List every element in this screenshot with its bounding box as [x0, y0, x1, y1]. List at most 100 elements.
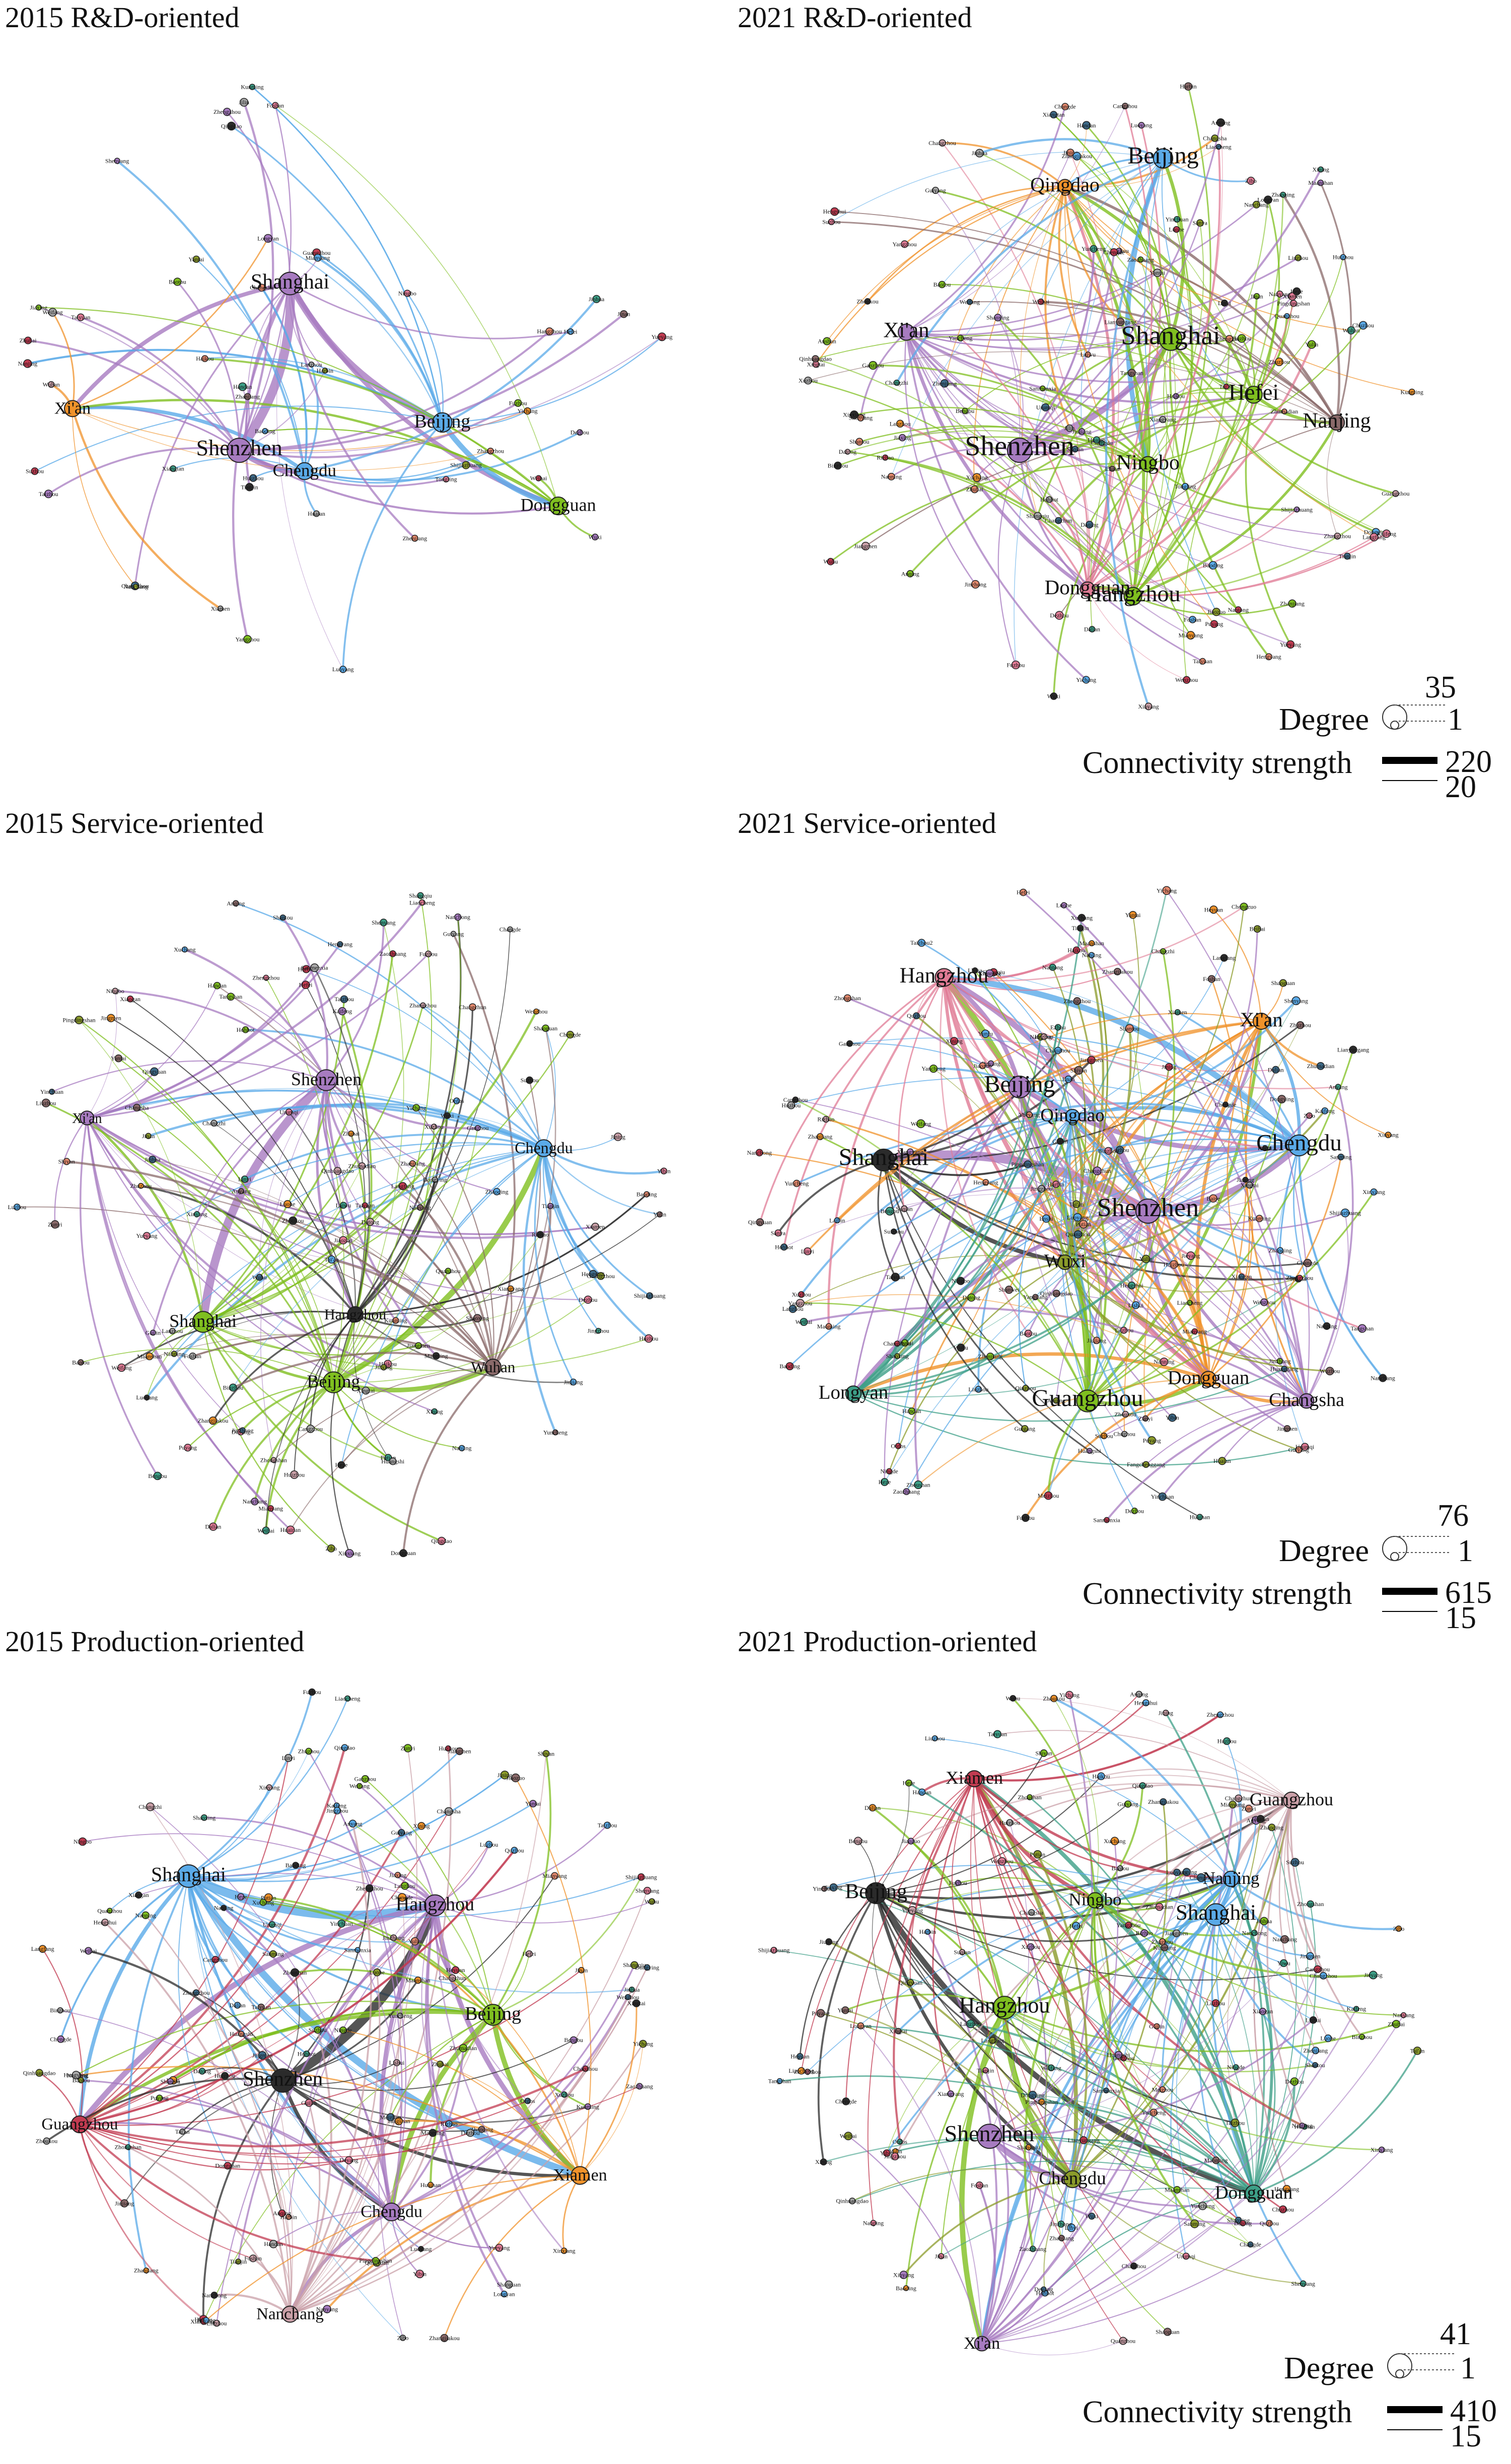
- node-circle: [929, 1064, 938, 1073]
- node-circle: [774, 1229, 782, 1237]
- city-node: Yantai: [525, 1800, 541, 1808]
- node-circle: [1122, 102, 1129, 110]
- city-label: Qingdao: [1132, 1782, 1153, 1789]
- city-label: Maoming: [424, 1353, 448, 1360]
- city-node: Zhanjiang: [400, 1160, 425, 1167]
- node-circle: [1088, 952, 1095, 958]
- node-circle: [658, 332, 667, 341]
- node-circle: [1272, 1066, 1280, 1074]
- city-label: Fuzhou: [1017, 1514, 1035, 1521]
- node-circle: [1323, 1322, 1331, 1330]
- connection-edge: [932, 1778, 975, 2095]
- city-node: Nanjing: [214, 1905, 234, 1912]
- hub-circle: [1008, 1075, 1031, 1099]
- city-node: Luoyang: [1166, 1868, 1188, 1876]
- connection-edge: [422, 1005, 545, 1149]
- city-node: Jiangmen: [407, 1342, 430, 1349]
- city-node: Shantou: [161, 2078, 180, 2085]
- connection-edge: [867, 185, 1066, 302]
- city-node: Jiaozuo: [902, 1838, 920, 1845]
- node-circle: [417, 1822, 425, 1830]
- connection-edge: [492, 1752, 552, 2016]
- city-label: Longyan: [1257, 196, 1279, 203]
- city-label: Ningde: [1227, 2064, 1245, 2071]
- connection-edge: [80, 1348, 334, 1383]
- connection-edge: [836, 1020, 1263, 1222]
- city-label: Yuncheng: [1191, 2203, 1215, 2210]
- city-node: Jingzhou: [326, 1807, 348, 1814]
- nodes: ZhengzhouXuzhouNanjingTianjinSuzhouWuxiC…: [23, 1688, 659, 2342]
- connection-edge: [282, 1875, 555, 2081]
- hub-circle: [1065, 1108, 1080, 1124]
- city-node: Linyi: [282, 1754, 295, 1762]
- city-label: Luzhou: [1111, 1147, 1129, 1154]
- city-label: Sanmenxia: [1093, 1517, 1120, 1524]
- connection-edge: [980, 1877, 1233, 2345]
- degree-max-value: 35: [1425, 670, 1456, 705]
- node-circle: [153, 1471, 162, 1481]
- node-circle: [150, 1329, 156, 1336]
- city-node: Weihai: [796, 1318, 813, 1326]
- city-node: Jinzhong: [965, 580, 986, 589]
- city-node: Hefei: [299, 980, 313, 990]
- connection-edge: [1144, 1378, 1209, 1420]
- city-node: Jiaozuo: [507, 1773, 525, 1783]
- city-label: Nanyang: [409, 1204, 431, 1211]
- connection-edge: [973, 1777, 1306, 2128]
- city-node: Changzhi: [1190, 1873, 1213, 1882]
- city-label: Shenyang: [635, 1887, 659, 1894]
- node-circle: [1321, 1107, 1329, 1114]
- city-node: Cangzhou: [1113, 103, 1137, 110]
- connection-edge: [1056, 1293, 1307, 1401]
- city-node: Langfang: [31, 1945, 54, 1953]
- node-circle: [1159, 416, 1167, 424]
- node-circle: [931, 1735, 938, 1742]
- node-circle: [390, 1934, 397, 1941]
- connection-edge: [997, 450, 1021, 666]
- city-node: Binzhou: [1352, 2033, 1373, 2040]
- connection-edge: [188, 1875, 416, 1943]
- city-label: Beihai: [1250, 926, 1266, 933]
- city-node: Dezhou: [570, 429, 589, 436]
- connection-edge: [1146, 1210, 1308, 1402]
- connection-edge: [86, 1117, 367, 1391]
- node-circle: [1038, 1185, 1046, 1193]
- city-node: Shaoguan: [1156, 2328, 1179, 2336]
- city-node: Zhoukou: [1115, 1411, 1136, 1418]
- city-label: Pingdingshan: [359, 2257, 392, 2264]
- city-label: Lanzhou: [301, 361, 322, 368]
- node-circle: [589, 1270, 598, 1279]
- node-circle: [957, 334, 964, 342]
- city-label: Foshan: [184, 1353, 201, 1360]
- node-circle: [389, 950, 396, 957]
- city-label: Xinxiang: [553, 2247, 575, 2255]
- connection-edge: [817, 1892, 877, 2163]
- node-circle: [1288, 599, 1297, 608]
- city-label: Dongying: [635, 1964, 659, 1971]
- city-node: Quanzhou: [97, 1907, 122, 1914]
- city-label: Chengde: [1215, 1101, 1237, 1108]
- connection-edge: [325, 1080, 371, 1223]
- city-label: Changsha: [1020, 1909, 1044, 1916]
- node-circle: [1189, 615, 1196, 623]
- city-node: Nanyang: [1393, 2012, 1414, 2019]
- hub-node: Dongguan: [521, 495, 596, 516]
- connection-edge: [1071, 1801, 1168, 2180]
- city-label: Wenzhou: [991, 1858, 1014, 1865]
- city-node: Lanzhou: [162, 1327, 183, 1334]
- node-circle: [419, 899, 425, 906]
- city-node: Luoyang: [1131, 122, 1153, 129]
- city-node: Chaozhou: [573, 2065, 598, 2072]
- connection-edge: [1215, 1914, 1314, 2021]
- city-label: Handan: [1077, 122, 1096, 129]
- city-node: Jinan: [1062, 1075, 1075, 1083]
- city-label: Nanning: [164, 1351, 184, 1358]
- node-circle: [1207, 975, 1216, 983]
- connection-edge: [844, 1994, 1005, 2011]
- city-node: Shijiazhuang: [1281, 506, 1313, 513]
- node-circle: [112, 988, 119, 995]
- connection-edge: [970, 1778, 1124, 2342]
- connection-edge: [1147, 1114, 1311, 1212]
- city-node: Nanning: [1154, 1357, 1175, 1366]
- hub-label: Nanchang: [256, 2305, 324, 2324]
